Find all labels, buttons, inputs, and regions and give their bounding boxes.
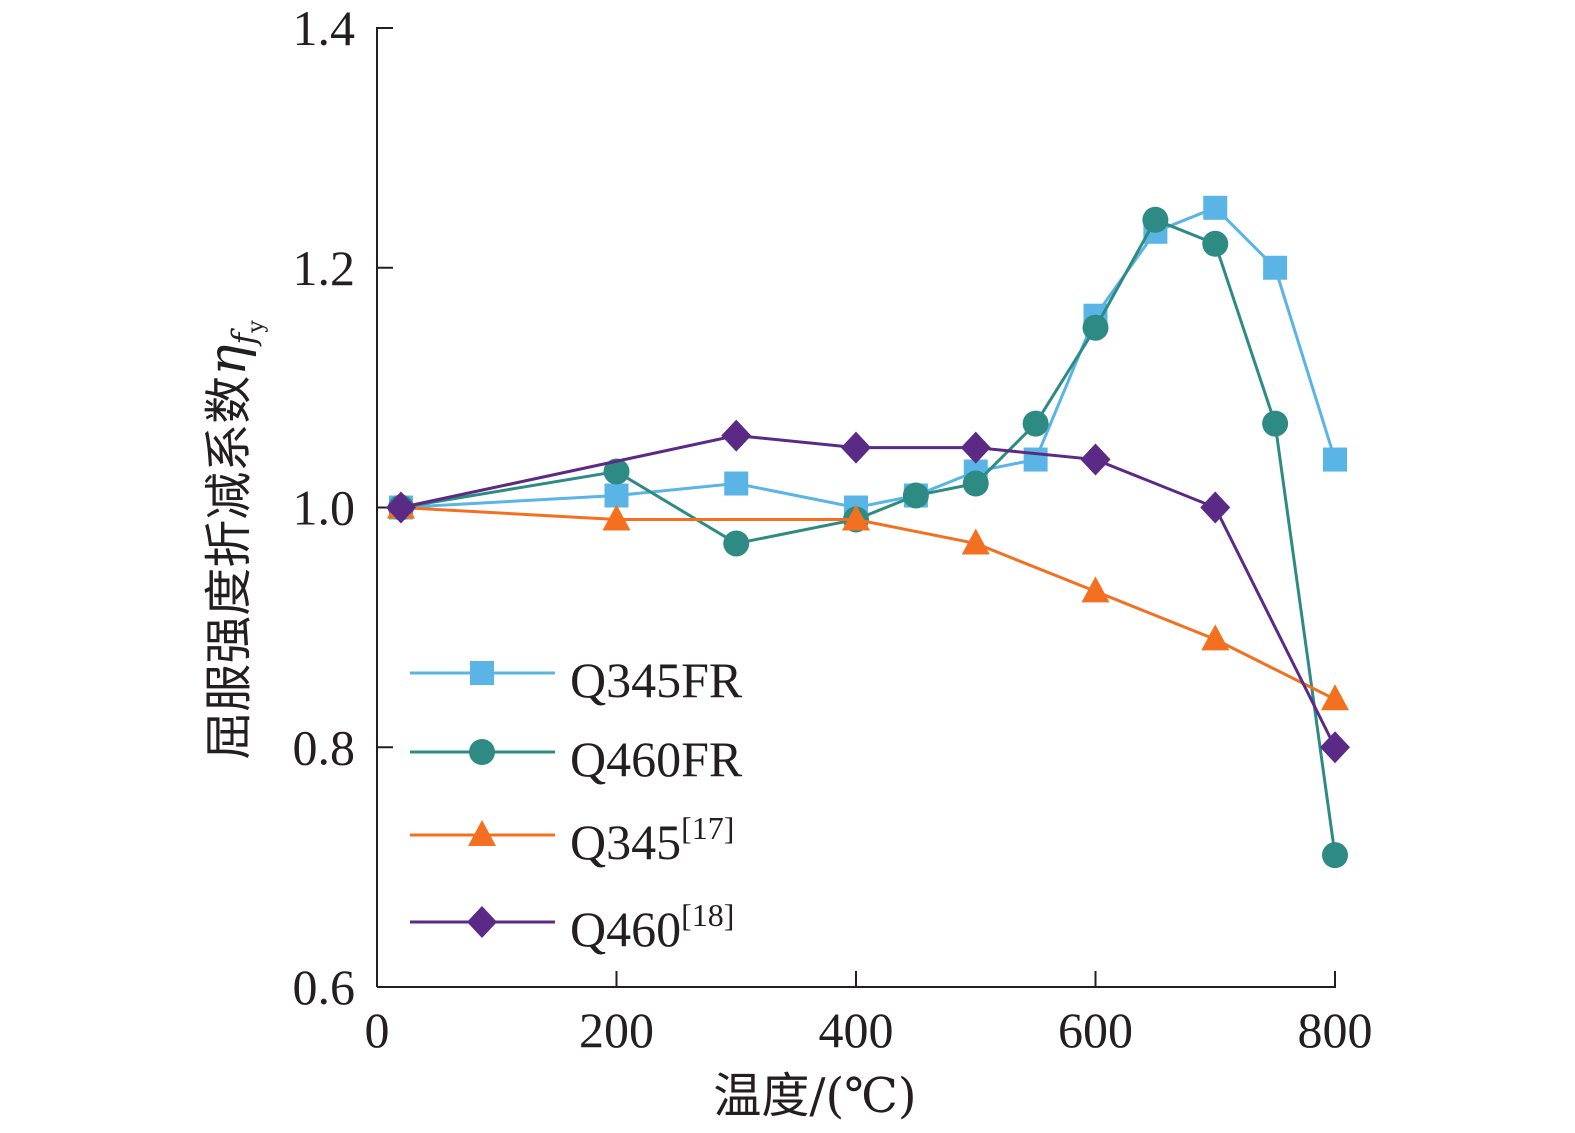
data-point: [960, 431, 991, 464]
y-tick-label: 1.2: [293, 240, 356, 296]
legend-marker: [467, 906, 497, 938]
x-tick-label: 0: [365, 1002, 390, 1058]
data-point: [1022, 410, 1049, 437]
data-point: [1322, 842, 1348, 869]
data-point: [902, 482, 929, 509]
series-q460: [385, 419, 1350, 764]
data-point: [1082, 314, 1109, 341]
legend-entry: Q460[18]: [410, 897, 734, 957]
y-tick-label: 1.0: [293, 480, 356, 536]
data-point: [1142, 206, 1169, 233]
legend-entry: Q345[17]: [410, 810, 734, 870]
legend-label: Q345[17]: [570, 810, 734, 870]
data-point: [603, 458, 630, 485]
data-point: [1201, 624, 1230, 651]
data-point: [961, 528, 990, 555]
x-tick-label: 800: [1298, 1002, 1373, 1058]
series-line: [400, 206, 1337, 510]
series-line: [400, 217, 1337, 856]
data-point: [1203, 195, 1228, 220]
data-point: [604, 483, 629, 508]
x-tick-label: 400: [819, 1002, 894, 1058]
legend-entry: Q345FR: [410, 652, 743, 708]
legend-entry: Q460FR: [410, 731, 743, 787]
y-tick-label: 1.4: [293, 0, 356, 56]
x-axis-title: 温度/(℃): [713, 1068, 916, 1124]
legend-label: Q460[18]: [570, 897, 734, 957]
legend: Q345FR Q460FR Q345[17] Q460[18]: [410, 652, 743, 957]
data-point: [1081, 576, 1110, 603]
legend-label: Q345FR: [570, 652, 743, 708]
data-point: [1080, 443, 1111, 476]
data-point: [1263, 255, 1288, 280]
data-point: [724, 471, 749, 496]
series-layer: [385, 195, 1350, 869]
series-q460fr: [387, 206, 1348, 869]
data-point: [1023, 447, 1048, 472]
y-tick-label: 0.8: [293, 719, 356, 775]
data-point: [723, 530, 750, 557]
x-tick-label: 200: [579, 1002, 654, 1058]
axes: 0 200 400 600 800 0.6 0.8 1.0 1.2 1.4: [293, 0, 1373, 1058]
y-tick-label: 0.6: [293, 959, 356, 1015]
y-axis-title: 屈服强度折减系数ηfy: [198, 320, 269, 760]
legend-label: Q460FR: [570, 731, 743, 787]
data-point: [1202, 230, 1229, 257]
series-q345: [386, 492, 1349, 711]
data-point: [385, 491, 416, 524]
data-point: [842, 504, 870, 531]
series-line: [400, 434, 1337, 748]
data-point: [721, 419, 752, 452]
data-point: [1262, 410, 1289, 437]
data-point: [1321, 684, 1349, 711]
legend-marker: [468, 820, 496, 846]
x-tick-label: 600: [1058, 1002, 1133, 1058]
data-point: [602, 504, 631, 531]
data-point: [1320, 731, 1350, 764]
legend-marker: [470, 661, 494, 685]
data-point: [841, 431, 871, 464]
series-line: [400, 506, 1336, 701]
legend-marker: [469, 739, 495, 765]
data-point: [1200, 491, 1231, 524]
data-point: [1323, 447, 1347, 472]
data-point: [962, 470, 989, 497]
